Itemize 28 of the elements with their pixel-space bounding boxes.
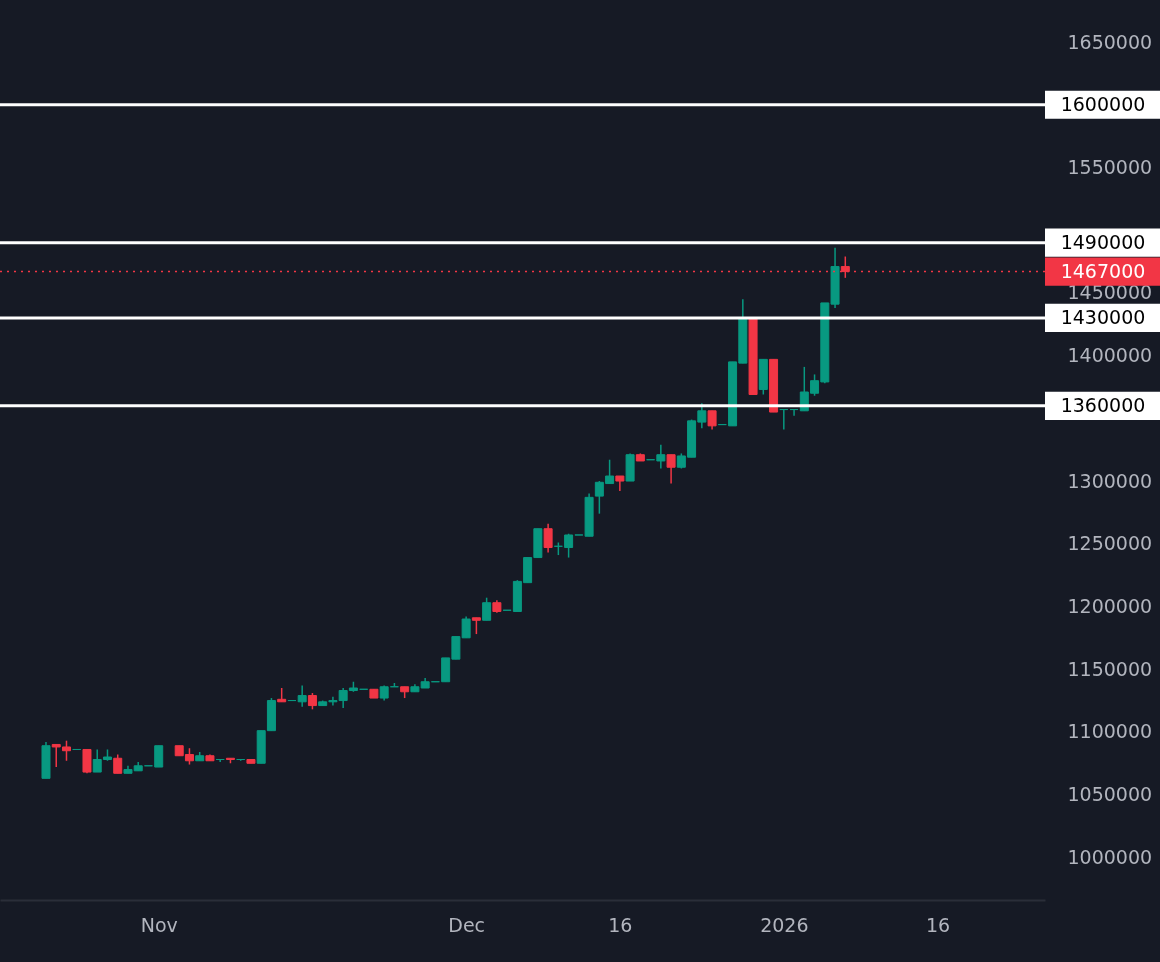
y-tick-label: 1100000 xyxy=(1067,720,1153,743)
candlestick xyxy=(297,684,307,708)
y-tick-label: 1250000 xyxy=(1067,532,1153,555)
y-tick-label: 1150000 xyxy=(1067,657,1153,680)
candlestick xyxy=(154,745,164,768)
ref-line-label: 1360000 xyxy=(1060,393,1146,416)
candlestick xyxy=(482,596,492,622)
x-tick-label: 16 xyxy=(608,913,633,936)
y-tick-label: 1050000 xyxy=(1067,783,1153,806)
x-tick-label: 16 xyxy=(925,913,951,936)
candlestick xyxy=(666,453,676,485)
candlestick xyxy=(113,753,123,775)
y-tick-label: 1000000 xyxy=(1067,845,1153,868)
ref-line-label: 1430000 xyxy=(1060,305,1146,328)
ref-line-label: 1490000 xyxy=(1060,230,1146,253)
ref-line-label: 1600000 xyxy=(1060,92,1146,115)
y-tick-label: 1300000 xyxy=(1067,469,1153,492)
candlestick xyxy=(707,410,717,431)
x-tick-label: 2026 xyxy=(760,913,809,936)
candlestick xyxy=(543,522,553,554)
y-tick-label: 1450000 xyxy=(1067,281,1153,304)
ref-line-label: 1467000 xyxy=(1060,259,1146,282)
x-tick-label: Nov xyxy=(140,913,178,936)
y-tick-label: 1400000 xyxy=(1067,344,1153,367)
y-tick-label: 1200000 xyxy=(1067,594,1153,617)
y-tick-label: 1550000 xyxy=(1067,155,1153,178)
y-tick-label: 1650000 xyxy=(1067,30,1153,53)
x-tick-label: Dec xyxy=(448,913,486,936)
